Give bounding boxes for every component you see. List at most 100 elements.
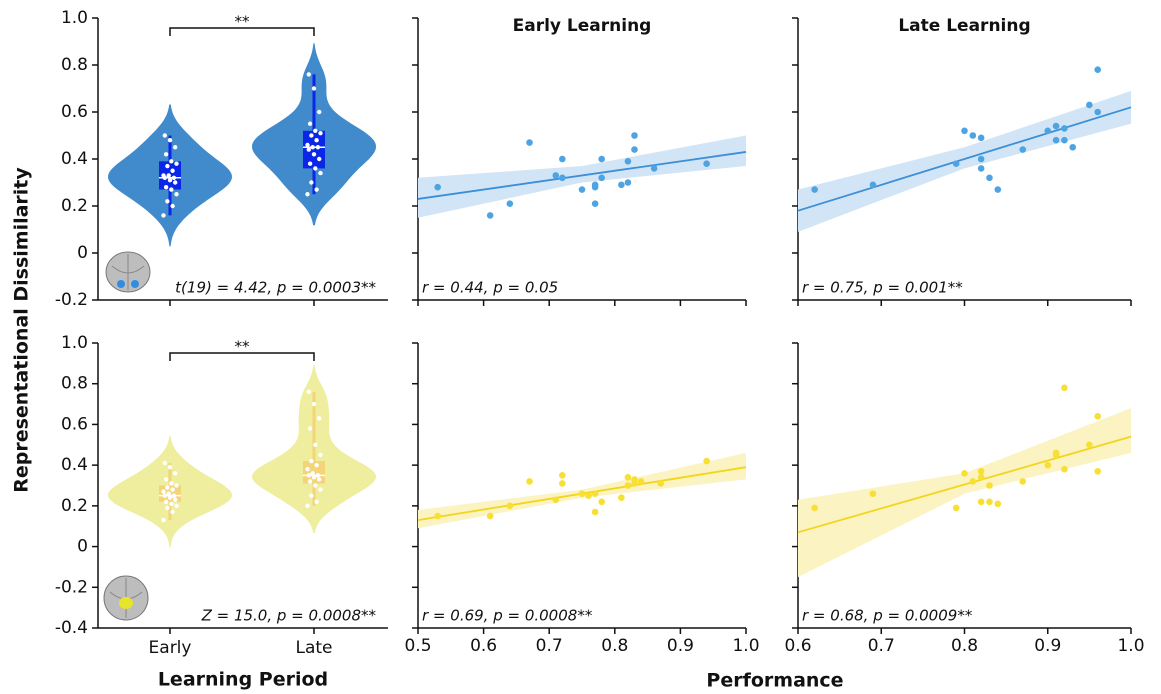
stat-annotation: r = 0.69, p = 0.0008** (422, 607, 593, 625)
point (305, 192, 310, 197)
point (1019, 146, 1027, 153)
point (986, 498, 993, 506)
point (165, 485, 170, 490)
point (309, 180, 314, 185)
point (174, 503, 179, 509)
point (310, 471, 315, 476)
point (506, 200, 514, 207)
point (317, 156, 322, 162)
point (315, 473, 321, 478)
point (167, 138, 173, 143)
point (624, 482, 632, 489)
point (161, 213, 166, 218)
point (559, 472, 566, 479)
point (163, 152, 169, 157)
point (309, 458, 314, 464)
brain-icon (105, 251, 151, 293)
point (618, 181, 625, 189)
point (162, 460, 167, 466)
point (1094, 467, 1101, 475)
x-tick-label: 1.0 (732, 636, 759, 656)
point (952, 160, 960, 167)
point (306, 72, 311, 77)
point (591, 200, 599, 207)
stat-annotation: r = 0.68, p = 0.0009** (802, 607, 973, 625)
significance-bracket (169, 352, 315, 361)
confidence-band (418, 135, 746, 218)
point (163, 477, 169, 482)
x-tick-label: 1.0 (1117, 636, 1144, 656)
point (307, 479, 313, 484)
y-tick-label: 0.6 (61, 102, 88, 122)
point (598, 174, 605, 182)
y-tick-label: -0.4 (55, 618, 88, 638)
significance-bracket (169, 27, 315, 36)
point (637, 478, 645, 485)
point (578, 490, 586, 497)
point (952, 504, 960, 512)
point (703, 457, 710, 465)
point (1094, 412, 1101, 420)
stat-annotation: r = 0.44, p = 0.05 (422, 279, 558, 297)
point (1052, 136, 1060, 144)
point (559, 174, 566, 182)
x-tick-label: 0.8 (951, 636, 978, 656)
x-tick-label: 0.6 (470, 636, 497, 656)
point (631, 146, 638, 153)
point (977, 467, 985, 475)
point (559, 155, 566, 163)
point (1019, 478, 1027, 485)
stat-annotation: r = 0.75, p = 0.001** (802, 279, 963, 297)
point (170, 509, 175, 515)
point (314, 462, 319, 468)
point (174, 161, 179, 166)
point (591, 490, 599, 497)
point (969, 132, 977, 139)
x-tick-label: 0.9 (667, 636, 694, 656)
point (317, 109, 322, 115)
point (977, 474, 985, 481)
point (313, 483, 318, 488)
point (311, 152, 317, 157)
point (173, 180, 178, 185)
point (591, 508, 599, 516)
point (306, 473, 311, 478)
point (171, 175, 177, 180)
confidence-band (798, 90, 1131, 232)
x-axis-label: Learning Period (158, 669, 328, 691)
point (986, 174, 993, 182)
y-tick-label: 0.8 (61, 374, 88, 394)
point (311, 86, 317, 91)
y-tick-label: 0 (77, 537, 88, 557)
point (1086, 101, 1093, 109)
y-tick-label: 1.0 (61, 333, 88, 353)
point (552, 496, 560, 504)
point (167, 464, 173, 470)
point (161, 489, 166, 494)
point (486, 212, 494, 219)
x-tick-label: 0.6 (784, 636, 811, 656)
point (986, 482, 993, 489)
point (434, 512, 441, 520)
point (314, 138, 319, 143)
point (552, 172, 560, 179)
point (559, 480, 566, 487)
point (169, 159, 174, 164)
point (624, 474, 632, 481)
point (869, 181, 877, 189)
point (1061, 125, 1068, 132)
point (170, 168, 175, 173)
point (318, 487, 323, 492)
box (303, 130, 325, 169)
point (167, 495, 173, 500)
y-tick-label: 0.6 (61, 414, 88, 434)
y-tick-label: 0 (77, 243, 88, 263)
brain-icon (103, 575, 149, 621)
point (591, 183, 599, 191)
point (167, 177, 173, 183)
point (311, 401, 317, 407)
point (314, 187, 319, 192)
y-tick-label: 0.2 (61, 496, 88, 516)
point (434, 183, 441, 191)
